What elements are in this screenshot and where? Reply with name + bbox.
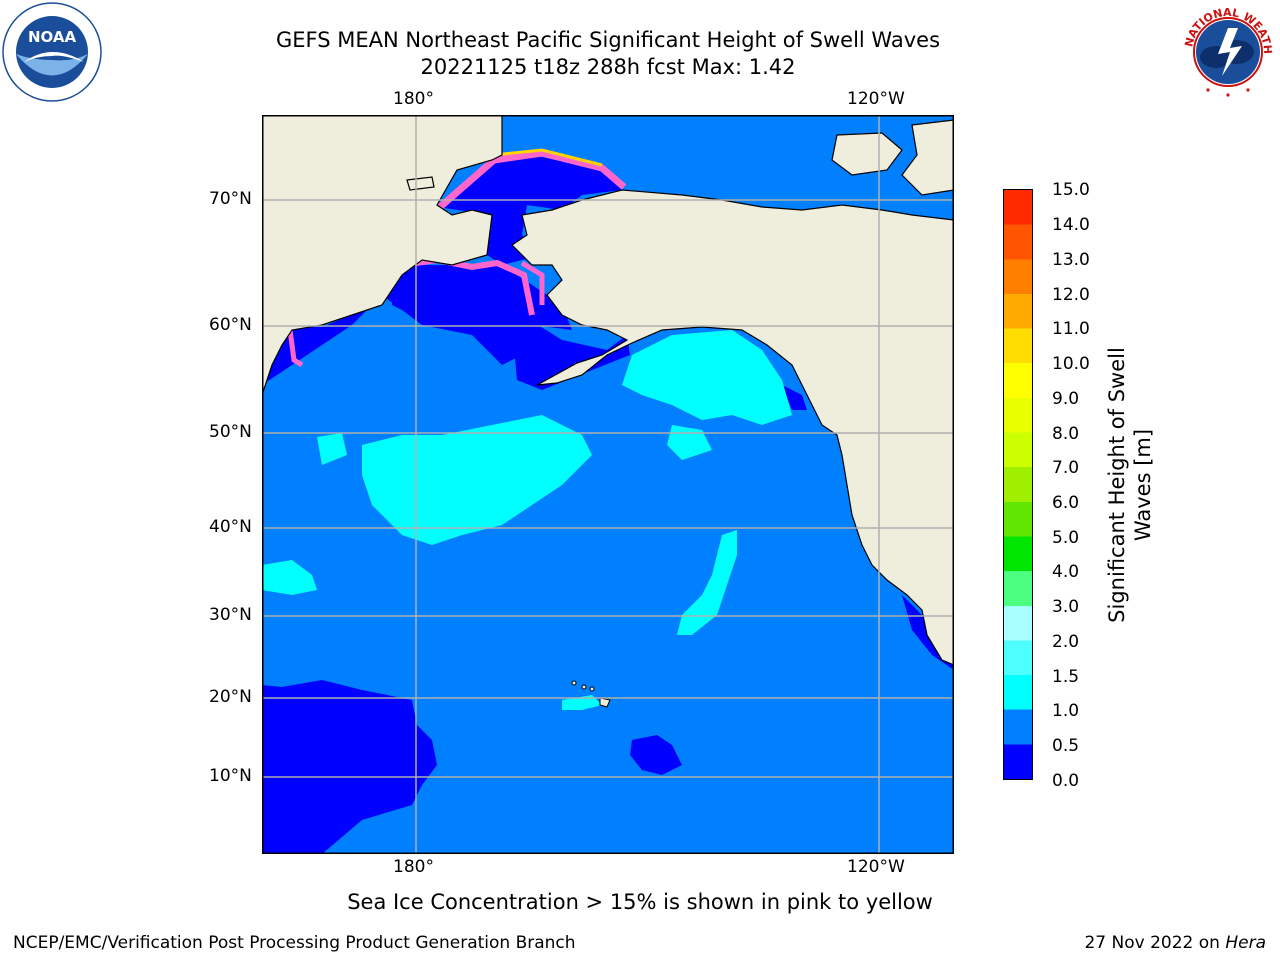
lat-label-30n: 30°N	[209, 605, 252, 625]
footer-date: 27 Nov 2022 on Hera	[1084, 933, 1266, 953]
footer-machine: Hera	[1225, 933, 1266, 953]
sea-ice-note: Sea Ice Concentration > 15% is shown in …	[347, 890, 933, 914]
sea-ice-chukchi	[437, 149, 627, 210]
colorbar-label: Significant Height of Swell Waves [m]	[1104, 325, 1156, 645]
low-swell-bering-north	[437, 157, 622, 265]
low-swell-aleutian-west	[262, 305, 372, 385]
colorbar-label-line2: Waves [m]	[1131, 428, 1155, 542]
footer-date-text: 27 Nov 2022 on	[1084, 933, 1220, 953]
colorbar-tick: 2.0	[1052, 632, 1080, 652]
colorbar-tick: 13.0	[1052, 250, 1090, 270]
colorbar-tick: 5.0	[1052, 528, 1080, 548]
footer-branch: NCEP/EMC/Verification Post Processing Pr…	[13, 933, 576, 953]
lat-label-10n: 10°N	[209, 766, 252, 786]
colorbar-tick: 6.0	[1052, 493, 1080, 513]
swell-patch-southeast	[677, 530, 737, 635]
low-swell-coast-bc	[782, 385, 807, 410]
hawaii-islands	[571, 680, 611, 708]
chart-title: GEFS MEAN Northeast Pacific Significant …	[275, 28, 941, 52]
lat-label-40n: 40°N	[209, 517, 252, 537]
colorbar-tick: 1.5	[1052, 667, 1080, 687]
colorbar-tick: 11.0	[1052, 319, 1090, 339]
land-arctic-islands-2	[901, 119, 954, 196]
map-plot	[262, 115, 954, 854]
colorbar-tick: 14.0	[1052, 215, 1090, 235]
low-swell-bering-sea	[392, 264, 630, 390]
swell-patch-northwest-dot	[317, 433, 347, 465]
swell-patch-west-edge	[262, 560, 317, 595]
colorbar-tick: 3.0	[1052, 597, 1080, 617]
lon-label-bottom-120w: 120°W	[847, 857, 905, 877]
colorbar-label-line1: Significant Height of Swell	[1105, 347, 1129, 623]
lat-label-20n: 20°N	[209, 687, 252, 707]
noaa-logo-text: NOAA	[28, 28, 77, 46]
lon-label-bottom-180: 180°	[393, 857, 434, 877]
swell-patch-central	[362, 415, 592, 545]
colorbar-tick: 9.0	[1052, 389, 1080, 409]
colorbar-tick: 12.0	[1052, 285, 1090, 305]
colorbar-tick: 10.0	[1052, 354, 1090, 374]
colorbar-tick: 7.0	[1052, 458, 1080, 478]
sea-ice-chukchi-yellow	[493, 148, 603, 167]
sea-ice-west-coast	[287, 329, 304, 368]
colorbar-tick: 1.0	[1052, 701, 1080, 721]
nws-logo: NATIONAL WEATHER SERVICE	[1178, 2, 1276, 100]
lat-label-50n: 50°N	[209, 422, 252, 442]
colorbar-tick: 0.5	[1052, 736, 1080, 756]
colorbar-tick: 15.0	[1052, 180, 1090, 200]
colorbar-tick: 8.0	[1052, 424, 1080, 444]
land-wrangel	[406, 176, 435, 191]
swell-patch-gulf-alaska	[622, 330, 792, 425]
lat-label-60n: 60°N	[209, 315, 252, 335]
chart-subtitle: 20221125 t18z 288h fcst Max: 1.42	[420, 55, 796, 79]
noaa-logo: NOAA	[2, 2, 102, 102]
lon-label-top-180: 180°	[393, 89, 434, 109]
land-arctic-islands	[831, 132, 903, 176]
map-grid	[262, 115, 954, 854]
sea-ice-norton	[520, 260, 545, 305]
colorbar-tick: 4.0	[1052, 562, 1080, 582]
colorbar	[1003, 189, 1033, 780]
map-frame	[262, 115, 954, 854]
colorbar-tick: 0.0	[1052, 771, 1080, 791]
land-siberia	[262, 115, 503, 396]
lat-label-70n: 70°N	[209, 189, 252, 209]
low-swell-tropics-mid	[630, 735, 682, 775]
low-swell-tropics-west	[262, 680, 437, 854]
land-north-america	[511, 189, 954, 666]
lon-label-top-120w: 120°W	[847, 89, 905, 109]
